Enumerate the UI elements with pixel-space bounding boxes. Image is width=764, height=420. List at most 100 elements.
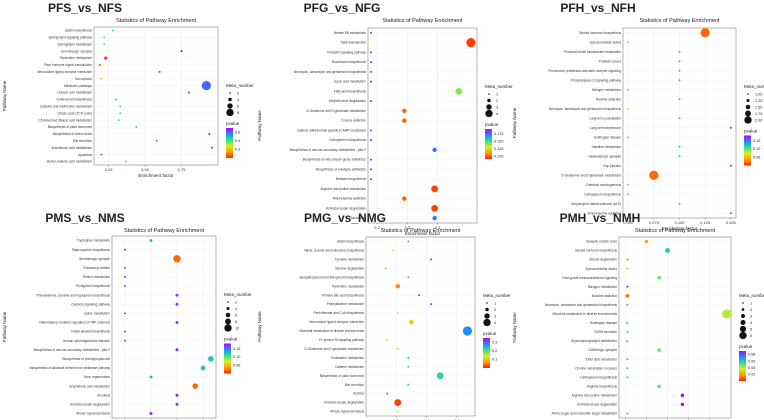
pathway-label: Gap junction [603,164,621,168]
pathway-label: Biosynthesis of vancomycin group antibio… [303,158,367,162]
size-legend-dot [484,313,490,319]
size-legend-label: 6 [237,104,239,108]
size-legend-label: 2 [496,99,498,103]
color-legend-title: pvalue [224,337,238,342]
size-legend-label: 1 [750,301,752,305]
y-axis-label: Pathway Name [512,107,517,138]
data-point [370,129,373,132]
pathway-label: Sphingolipid signaling pathway [48,35,92,39]
pathway-label: Peroxisome proliferator-activated recept… [548,69,621,73]
x-tick-label: 0.125 [700,220,711,225]
data-point [175,402,179,406]
size-legend-dot [226,306,230,311]
data-point [187,91,190,94]
size-legend-label: 3 [496,105,498,109]
pathway-label: Cholesterol metabolism [331,356,365,360]
size-legend-label: 2 [237,91,239,95]
pathway-label: African trypanosomiasis [76,412,110,416]
size-legend-label: 1.75 [755,112,762,116]
color-legend-tick: 0.3 [492,341,497,345]
x-axis-label: Enrichment factor [138,173,174,178]
y-axis-label: Pathway Name [512,312,517,343]
pathway-label: Pyrimidine metabolism [60,56,92,60]
chart-panel-6: PMH_vs_NMH Statistics of Pathway Enrichme… [512,211,764,420]
size-legend-dot [485,307,489,312]
size-legend-label: 4 [235,307,237,311]
size-legend-dot [485,109,493,118]
data-point [386,392,389,395]
pathway-label: Biosynthesis of phenylpropanoids [63,357,111,361]
data-point [402,118,407,123]
data-point [100,77,103,80]
size-legend-dot [746,98,750,103]
pathway-label: Lysine metabolism [84,311,111,315]
data-point [370,61,373,64]
size-legend-label: 4 [494,321,496,325]
data-point [407,240,410,243]
color-legend-tick: 0.4 [235,139,240,143]
x-tick-label: 0.4 [435,225,441,230]
y-axis-label: Pathway Name [257,311,262,342]
data-point [407,365,410,368]
data-point [208,356,214,362]
color-legend-bar [483,338,490,368]
pathway-label: Valine, leucine and isoleucine biosynthe… [304,249,365,253]
pathway-label: Chemical carcinogenesis [586,183,622,187]
pathway-label: Long-term potentiation [589,116,621,120]
pathway-label: Citrate cycle (TCA cycle) [57,111,92,115]
x-tick-label: 0.25 [105,167,114,172]
plot-area [618,236,732,419]
chart-title: PFS_vs_NFS [48,1,122,15]
pathway-label: Steroid degradation [589,258,617,262]
color-legend-bar [739,351,746,381]
pathway-label: Proximal tubule bicarbonate reclamation [564,50,621,54]
pathway-label: Aminobenzoate degradation [326,206,366,210]
chart-title: PFG_vs_NFG [304,1,381,15]
data-point [119,112,122,115]
data-point [370,51,373,54]
chart-panel-1: PFS_vs_NFS Statistics of Pathway Enrichme… [2,1,254,178]
pathway-label: Axon regeneration [84,375,110,379]
pathway-label: Tryptophan metabolism [77,239,111,243]
pathway-label: Neuroactive ligand-receptor interaction [309,320,364,324]
data-point [124,275,126,278]
x-axis-label: Enrichment factor [662,226,698,231]
pathway-label: Aminobenzoate degradation [324,401,364,405]
chart-subtitle: Statistics of Pathway Enrichment [380,228,461,234]
data-point [627,183,630,186]
pathway-label: Amphetamine addiction [588,211,622,215]
pathway-label: Fc epsilon RI signaling pathway [319,338,364,342]
data-point [729,212,732,215]
pathway-label: Pyrimidine metabolism [332,284,364,288]
size-legend-dot [227,103,233,109]
data-point [124,248,126,251]
color-legend-bar [744,135,751,166]
pathway-label: Biosynthesis of various secondary metabo… [290,148,367,152]
pathway-label: Serotonergic synapse [61,49,92,53]
pathway-label: Carbapenem biosynthesis [584,192,621,196]
pathway-label: Rhosamnyl arbitrio [83,266,110,270]
pathway-label: Nitrogen metabolism [592,88,622,92]
data-point [625,294,630,298]
size-legend-dot [487,98,491,103]
size-legend-title: Meta_number [739,293,764,298]
data-point [125,160,128,163]
data-point [627,41,630,44]
data-point [98,63,101,66]
pathway-label: Zeatin biosynthesis [337,240,365,244]
data-point [627,88,630,91]
size-legend-label: 6 [235,313,237,317]
x-tick-label: 0.100 [674,220,685,225]
size-legend-label: 4 [750,321,752,325]
plot-area [111,235,217,419]
pathway-label: Arachidonic acid metabolism [51,146,92,150]
color-legend-tick: 0.02 [748,373,755,377]
data-point [657,348,661,352]
size-legend-dot [747,93,749,95]
color-legend-title: pvalue [226,121,240,126]
pathway-label: Betalain biosynthesis [336,177,366,181]
size-legend-dot [739,325,747,333]
data-point [135,126,138,129]
pathway-label: Cationic antimicrobial peptide (CAMP) re… [297,128,366,132]
